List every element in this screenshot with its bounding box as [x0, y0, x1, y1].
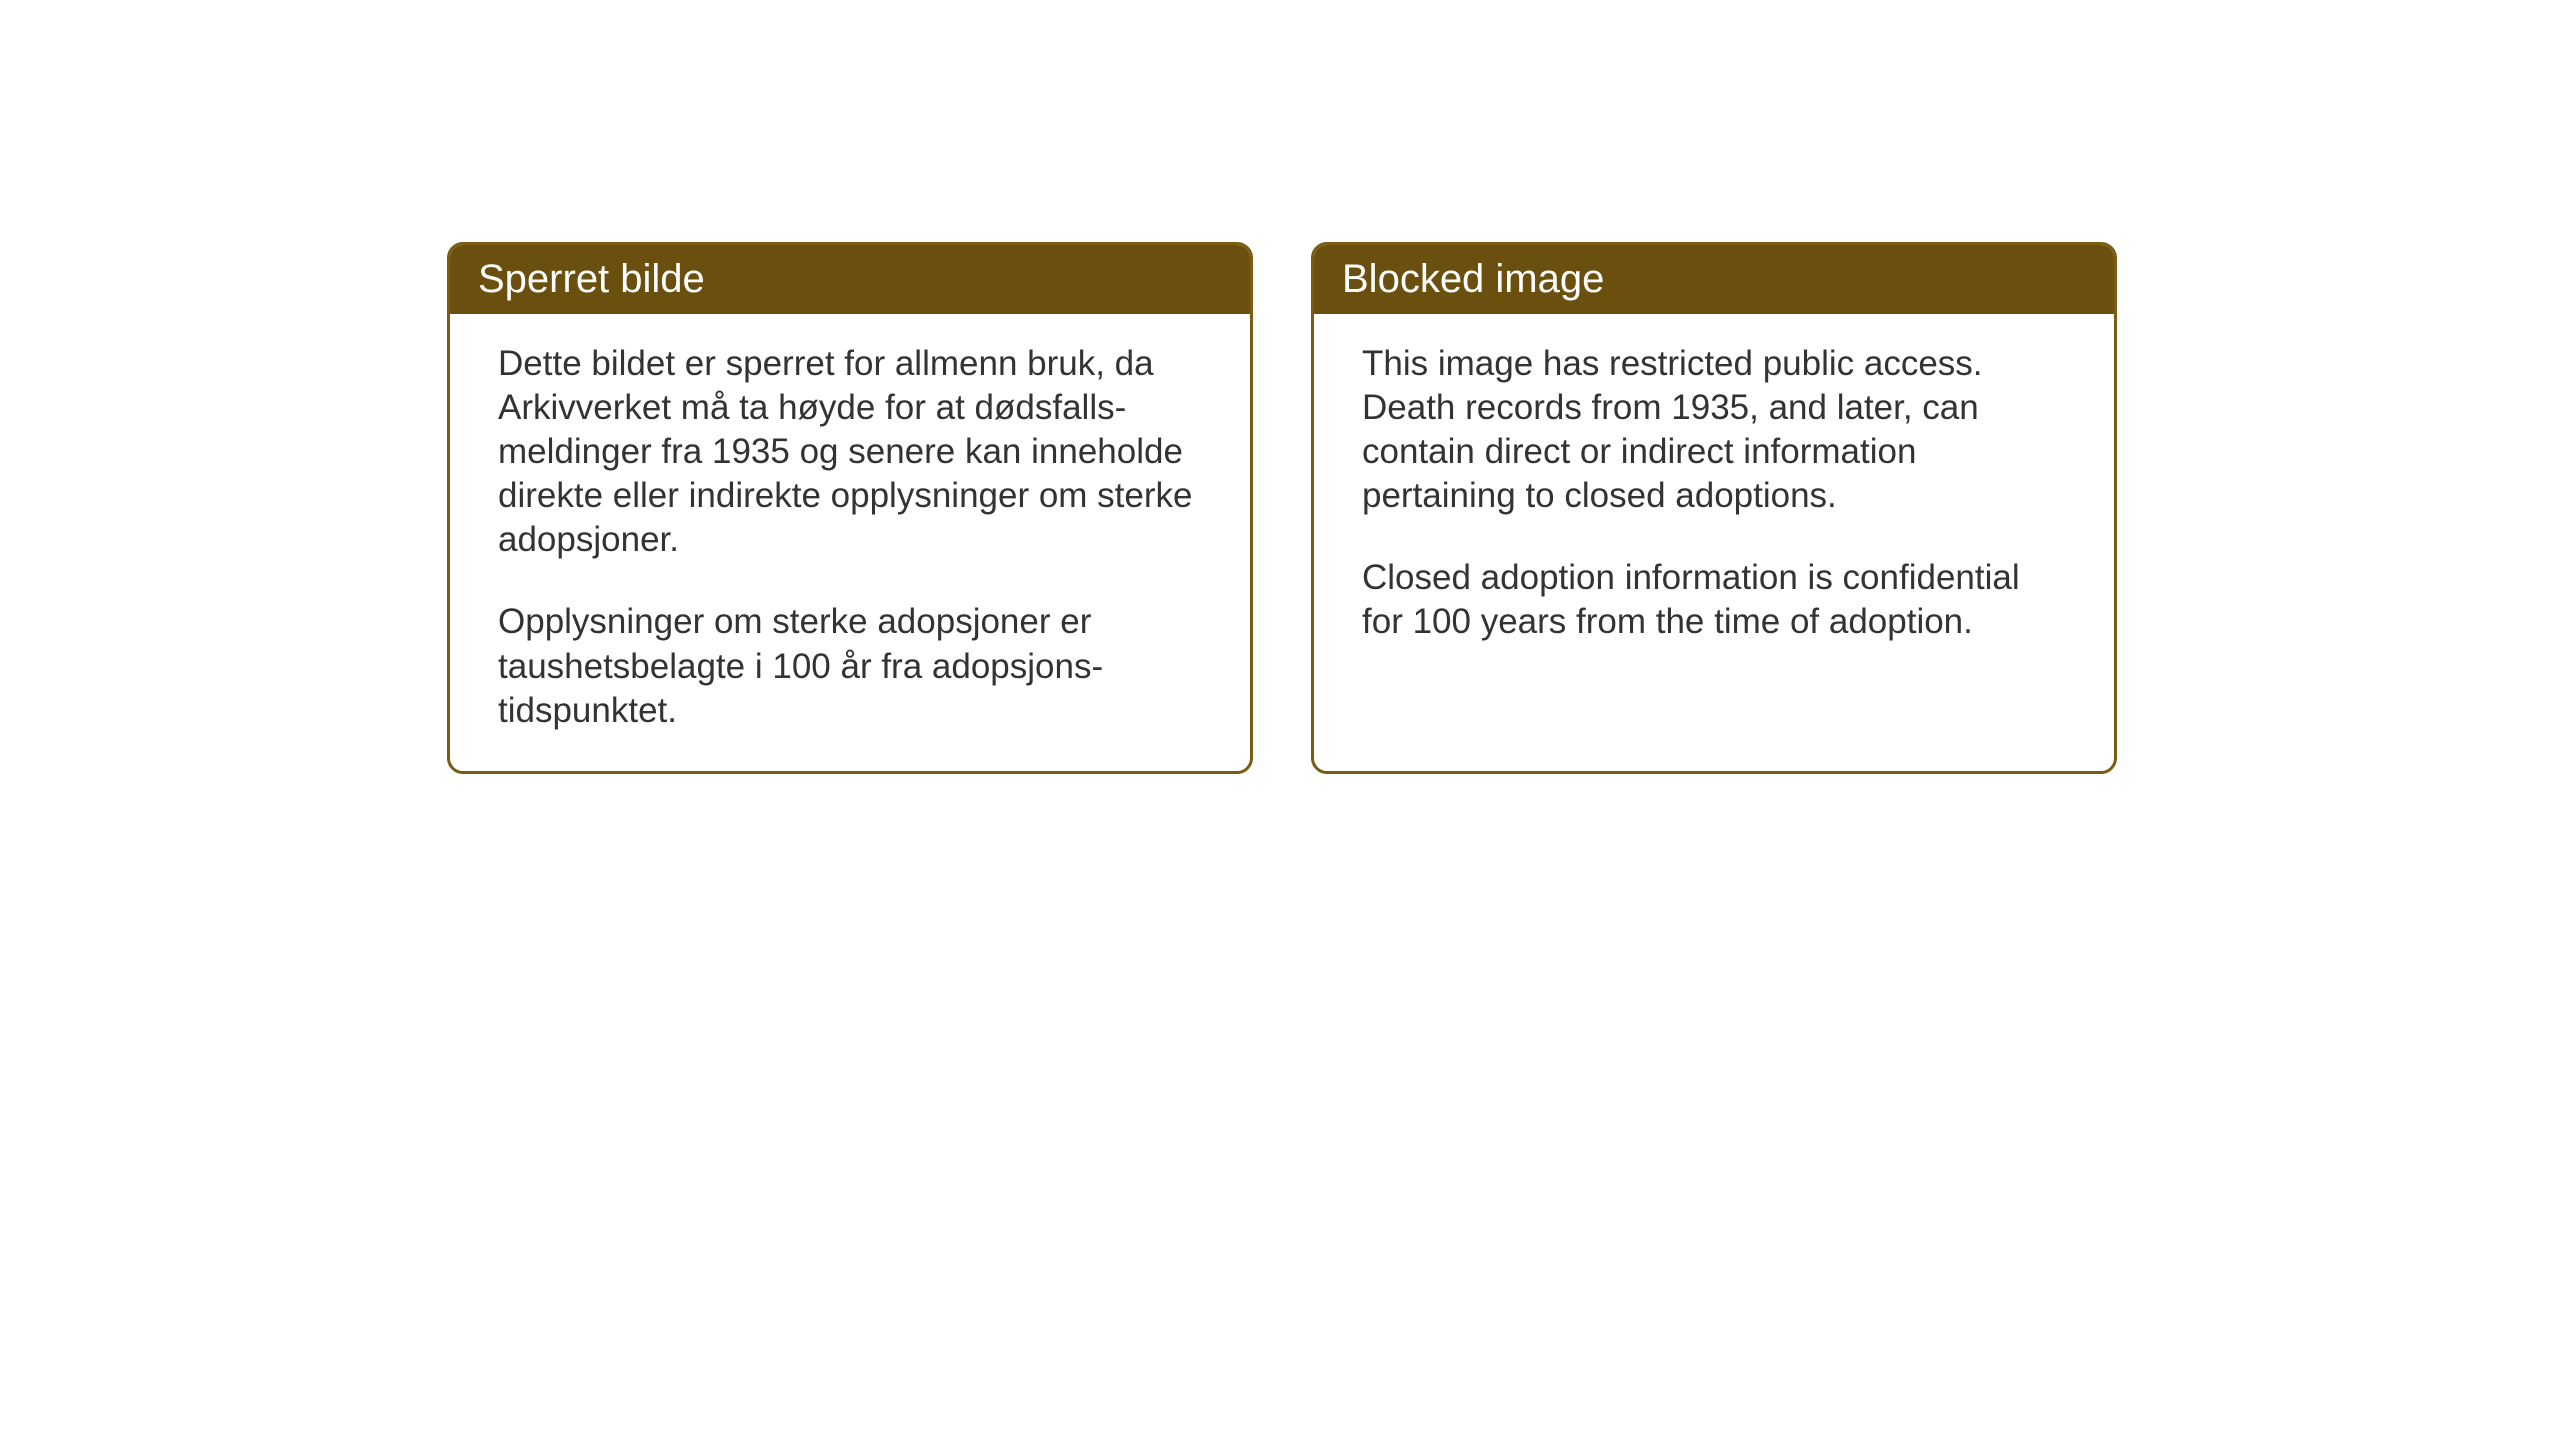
norwegian-card-body: Dette bildet er sperret for allmenn bruk… — [450, 314, 1250, 771]
notice-cards-container: Sperret bilde Dette bildet er sperret fo… — [447, 242, 2117, 774]
norwegian-paragraph-1: Dette bildet er sperret for allmenn bruk… — [498, 342, 1202, 562]
english-card-body: This image has restricted public access.… — [1314, 314, 2114, 683]
norwegian-card-title: Sperret bilde — [450, 245, 1250, 314]
english-paragraph-2: Closed adoption information is confident… — [1362, 556, 2066, 644]
english-notice-card: Blocked image This image has restricted … — [1311, 242, 2117, 774]
norwegian-notice-card: Sperret bilde Dette bildet er sperret fo… — [447, 242, 1253, 774]
english-paragraph-1: This image has restricted public access.… — [1362, 342, 2066, 518]
english-card-title: Blocked image — [1314, 245, 2114, 314]
norwegian-paragraph-2: Opplysninger om sterke adopsjoner er tau… — [498, 600, 1202, 732]
